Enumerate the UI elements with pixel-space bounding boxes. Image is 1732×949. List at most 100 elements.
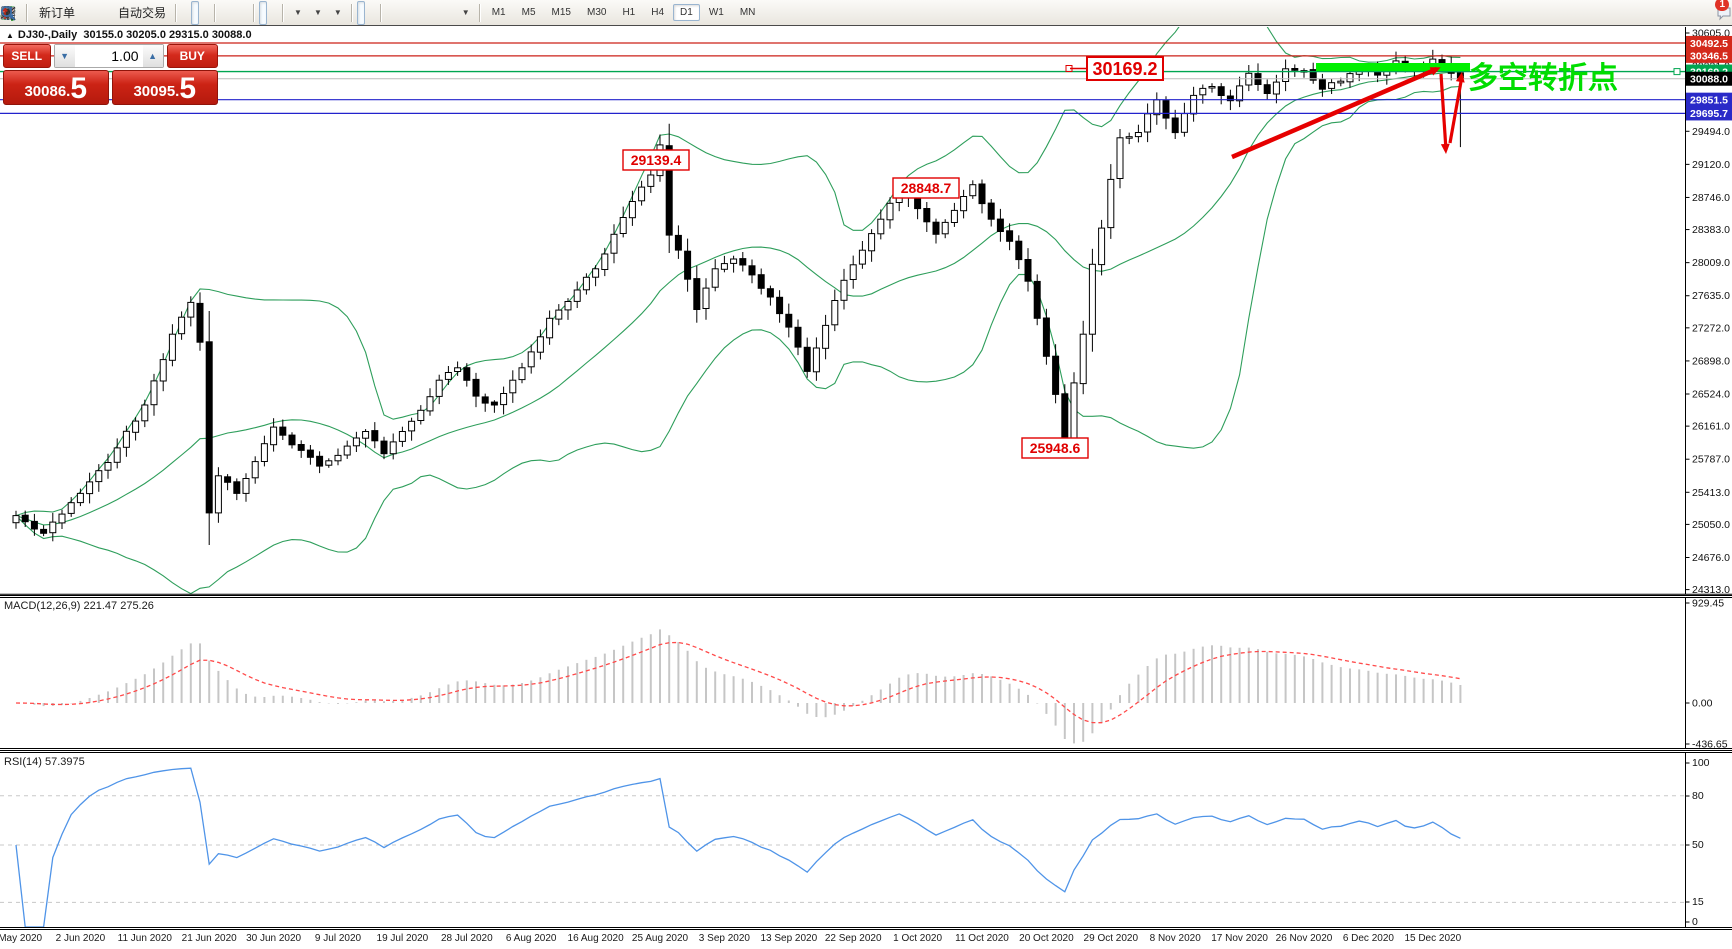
rsi-panel[interactable]: 100 80 50 15 0 bbox=[0, 751, 1732, 929]
date-label: 4 May 2020 bbox=[0, 933, 43, 944]
svg-text:0.00: 0.00 bbox=[1692, 698, 1713, 710]
periods-button[interactable]: ▼ bbox=[1, 1, 326, 25]
text-label-tool-button[interactable]: T bbox=[1, 1, 454, 25]
fibonacci-button[interactable]: F bbox=[1, 1, 434, 25]
svg-text:-436.65: -436.65 bbox=[1692, 739, 1728, 751]
autotrade-label: 自动交易 bbox=[118, 6, 167, 20]
equidistant-channel-button[interactable]: E bbox=[0, 1, 424, 25]
price-badge bbox=[1686, 71, 1732, 86]
date-label: 17 Nov 2020 bbox=[1211, 933, 1268, 944]
date-label: 3 Sep 2020 bbox=[698, 933, 750, 944]
autotrade-button[interactable]: 自动交易 bbox=[1, 1, 170, 25]
date-label: 21 Jun 2020 bbox=[181, 933, 237, 944]
panel-separator[interactable] bbox=[0, 595, 1732, 596]
date-label: 26 Nov 2020 bbox=[1275, 933, 1333, 944]
zoom-in-button[interactable] bbox=[1, 1, 228, 25]
date-label: 28 Jul 2020 bbox=[440, 933, 493, 944]
main-chart[interactable]: 30169.2 29139.4 28848.7 25948.6 多空转折点 30605.0… bbox=[0, 27, 1732, 595]
one-click-trading-panel: SELL ▼ ▲ BUY 30086. 5 30095. 5 bbox=[3, 44, 218, 105]
trendline-button[interactable] bbox=[0, 1, 414, 25]
timeframe-m15-button[interactable]: M15 bbox=[551, 7, 571, 18]
cursor-button[interactable] bbox=[4, 0, 365, 25]
tile-windows-button[interactable] bbox=[1, 1, 248, 25]
red-trendline[interactable] bbox=[1231, 66, 1438, 160]
trendline-arrowhead bbox=[1429, 67, 1441, 76]
indicators-list-dropdown-icon[interactable]: ▼ bbox=[294, 8, 302, 17]
window-collapse-icon[interactable]: ▲ bbox=[6, 31, 14, 40]
cn-annotation-text[interactable]: 多空转折点 bbox=[1468, 62, 1618, 95]
date-label: 22 Sep 2020 bbox=[824, 933, 882, 944]
bar-chart-mode-button[interactable] bbox=[1, 1, 189, 25]
rsi-scale[interactable]: 100 80 50 15 0 bbox=[1685, 751, 1732, 929]
chat-unread-badge: 1 bbox=[1715, 0, 1729, 11]
date-label: 15 Dec 2020 bbox=[1404, 933, 1462, 944]
signals-button[interactable] bbox=[2, 1, 109, 25]
chart-title: ▲ DJ30-,Daily 30155.0 30205.0 29315.0 300… bbox=[6, 29, 252, 41]
volume-increase-button[interactable]: ▲ bbox=[142, 45, 163, 67]
indicators-list-button[interactable]: ▼ bbox=[0, 1, 306, 25]
svg-text:25413.0: 25413.0 bbox=[1692, 487, 1730, 499]
chart-shift-button[interactable] bbox=[2, 1, 277, 25]
sell-price-box[interactable]: 30086. 5 bbox=[3, 70, 109, 105]
red-up-arrow[interactable] bbox=[1448, 75, 1464, 144]
svg-text:27635.0: 27635.0 bbox=[1692, 290, 1730, 302]
price-flag-annotation[interactable]: 29139.4 bbox=[622, 149, 690, 171]
templates-button[interactable]: ▼ bbox=[1, 1, 346, 25]
arrows-tool-dropdown-icon[interactable]: ▼ bbox=[461, 8, 470, 17]
timeframe-h1-button[interactable]: H1 bbox=[622, 7, 636, 18]
price-flag-annotation[interactable]: 25948.6 bbox=[1021, 437, 1089, 459]
panel-separator[interactable] bbox=[0, 750, 1732, 751]
rsi-value: 57.3975 bbox=[44, 756, 85, 768]
svg-text:0: 0 bbox=[1692, 916, 1698, 928]
chat-button[interactable]: 1 bbox=[1715, 0, 1731, 25]
svg-text:30169.2: 30169.2 bbox=[1092, 59, 1157, 79]
red-down-arrow[interactable] bbox=[1439, 73, 1448, 151]
level-lines[interactable] bbox=[0, 42, 1685, 115]
macd-panel[interactable]: 929.45 0.00 -436.65 bbox=[0, 596, 1732, 750]
price-flag-annotation[interactable]: 30169.2 bbox=[1065, 56, 1164, 81]
svg-text:28746.0: 28746.0 bbox=[1692, 192, 1730, 204]
chart-symbol-period: DJ30-,Daily bbox=[17, 29, 78, 41]
date-label: 2 Jun 2020 bbox=[55, 933, 106, 944]
line-mode-button[interactable] bbox=[0, 1, 209, 25]
toolbar-separator bbox=[26, 3, 27, 22]
timeframe-d1-button[interactable]: D1 bbox=[673, 4, 700, 21]
volume-decrease-button[interactable]: ▼ bbox=[54, 45, 75, 67]
macd-scale[interactable]: 929.45 0.00 -436.65 bbox=[1685, 596, 1732, 751]
timeframe-mn-button[interactable]: MN bbox=[739, 7, 756, 18]
date-label: 25 Aug 2020 bbox=[631, 933, 689, 944]
periods-dropdown-icon[interactable]: ▼ bbox=[313, 8, 322, 17]
buy-price-box[interactable]: 30095. 5 bbox=[111, 70, 218, 105]
date-label: 20 Oct 2020 bbox=[1019, 933, 1074, 944]
timeframe-m5-button[interactable]: M5 bbox=[521, 7, 536, 18]
vertical-line-button[interactable] bbox=[7, 1, 394, 25]
crosshair-button[interactable] bbox=[1, 1, 375, 25]
svg-text:29139.4: 29139.4 bbox=[631, 152, 682, 168]
zoom-out-button[interactable] bbox=[1, 1, 238, 25]
level-line-handle[interactable] bbox=[1673, 68, 1681, 76]
search-button[interactable] bbox=[1, 1, 1713, 25]
sell-button[interactable]: SELL bbox=[3, 44, 51, 68]
new-order-button[interactable]: 新订单 bbox=[2, 1, 79, 25]
date-axis[interactable]: 4 May 2020 2 Jun 2020 11 Jun 2020 21 Jun 20… bbox=[0, 931, 1732, 949]
price-scale[interactable]: 30605.030231.029494.029120.028746.028383… bbox=[1685, 27, 1732, 595]
history-gold-button[interactable] bbox=[2, 1, 89, 25]
text-tool-button[interactable]: A bbox=[4, 1, 444, 25]
publish-chart-button[interactable] bbox=[2, 1, 99, 25]
annotations[interactable]: 30169.2 29139.4 28848.7 25948.6 多空转折点 bbox=[622, 56, 1618, 459]
timeframe-h4-button[interactable]: H4 bbox=[651, 7, 665, 18]
timeframe-m1-button[interactable]: M1 bbox=[491, 7, 506, 18]
volume-input[interactable] bbox=[74, 45, 143, 67]
timeframe-m30-button[interactable]: M30 bbox=[586, 7, 607, 18]
macd-signal-line bbox=[15, 641, 1461, 724]
templates-dropdown-icon[interactable]: ▼ bbox=[333, 8, 342, 17]
timeframe-w1-button[interactable]: W1 bbox=[708, 7, 724, 18]
price-flag-annotation[interactable]: 28848.7 bbox=[892, 177, 960, 199]
horizontal-line-button[interactable] bbox=[1, 1, 404, 25]
buy-button[interactable]: BUY bbox=[166, 44, 218, 68]
arrows-tool-button[interactable]: ▼ bbox=[2, 1, 474, 25]
auto-scroll-button[interactable] bbox=[3, 0, 268, 25]
date-label: 1 Oct 2020 bbox=[893, 933, 943, 944]
candle-mode-button[interactable] bbox=[2, 0, 200, 25]
